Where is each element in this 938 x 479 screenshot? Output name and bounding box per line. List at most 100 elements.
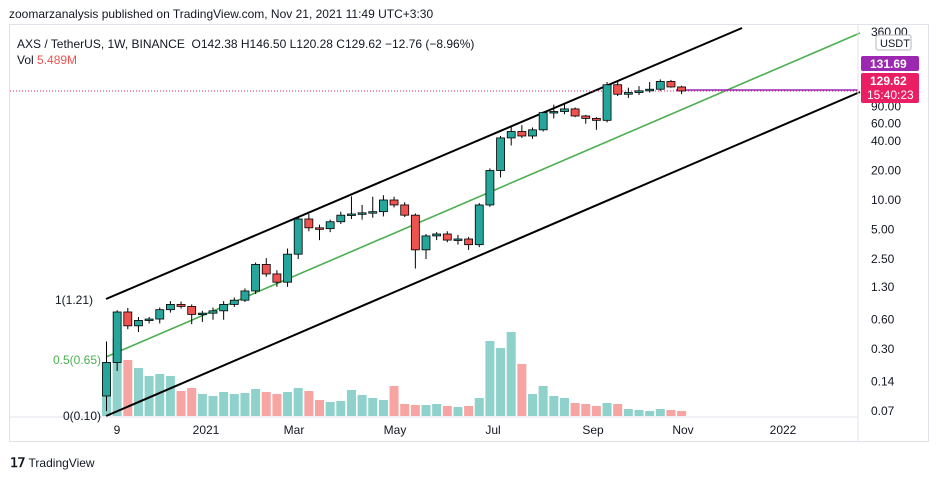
- candle-body: [506, 131, 516, 139]
- candle-body: [251, 264, 261, 292]
- price-tick-label: 20.00: [871, 163, 901, 177]
- volume-bar: [528, 394, 537, 416]
- candle-body: [560, 108, 569, 112]
- footer: 𝟣𝟩 TradingView: [10, 455, 95, 471]
- candle-body: [240, 290, 250, 301]
- candle-body: [389, 199, 399, 206]
- candle: [421, 233, 431, 260]
- candle-body: [645, 88, 655, 92]
- time-tick-label: Sep: [582, 423, 604, 437]
- candle: [570, 107, 580, 118]
- candle: [645, 81, 655, 93]
- candle: [229, 297, 239, 307]
- candle: [368, 196, 378, 218]
- volume-bar: [623, 409, 633, 416]
- volume-bar: [123, 360, 133, 416]
- footer-brand[interactable]: TradingView: [28, 456, 95, 470]
- candle: [102, 341, 111, 412]
- time-tick-label: Nov: [672, 423, 693, 437]
- current-price-label: 129.62: [870, 74, 907, 88]
- volume-bar: [613, 404, 623, 416]
- volume-bar: [666, 410, 676, 416]
- price-tick-label: 0.60: [871, 313, 895, 327]
- candle-body: [187, 306, 197, 315]
- candle-body: [602, 84, 612, 121]
- candle: [485, 168, 495, 207]
- candle-body: [336, 214, 346, 223]
- chart-frame: [9, 24, 929, 442]
- volume-bar: [197, 394, 207, 416]
- candle: [581, 114, 591, 124]
- candle: [506, 125, 516, 146]
- attribution-line: zoomarzanalysis published on TradingView…: [9, 7, 434, 21]
- symbol-title: AXS / TetherUS, 1W, BINANCE: [17, 37, 185, 51]
- candle: [357, 204, 367, 220]
- candle-body: [112, 311, 122, 363]
- volume-bars: [102, 332, 687, 416]
- volume-bar: [506, 332, 516, 416]
- candle: [144, 316, 154, 324]
- volume-bar: [357, 395, 367, 416]
- price-tick-label: 0.07: [871, 404, 895, 418]
- volume-bar: [187, 388, 197, 416]
- price-tick-label: 2.50: [871, 252, 895, 266]
- candle: [517, 125, 527, 138]
- volume-bar: [176, 391, 186, 416]
- volume-bar: [570, 403, 580, 416]
- candle-body: [666, 81, 676, 88]
- volume-bar: [378, 400, 388, 416]
- volume-bar: [112, 338, 122, 416]
- volume-bar: [389, 386, 399, 416]
- volume-bar: [485, 341, 495, 416]
- fib-level-label: 1(1.21): [55, 293, 93, 307]
- time-axis: 9 2021 Mar May Jul Sep Nov 2022: [10, 416, 858, 437]
- currency-badge-label: USDT: [880, 38, 910, 50]
- candle: [283, 248, 292, 287]
- time-tick-label: 9: [114, 423, 121, 437]
- volume-bar: [155, 374, 165, 416]
- vol-label: Vol: [17, 53, 34, 67]
- candle: [112, 310, 122, 371]
- fib-level-label: 0(0.10): [63, 409, 101, 423]
- volume-bar: [304, 391, 314, 416]
- candle-body: [208, 310, 218, 314]
- candle: [613, 80, 623, 97]
- channel-mid-line: [105, 32, 861, 358]
- candle: [634, 86, 644, 95]
- volume-bar: [368, 398, 378, 416]
- volume-bar: [400, 404, 410, 416]
- currency-badge: [875, 34, 912, 51]
- candle-body: [517, 131, 527, 137]
- candle-body: [442, 233, 452, 241]
- time-tick-label: May: [384, 423, 407, 437]
- candle: [197, 310, 207, 322]
- candle: [442, 231, 452, 243]
- candle-body: [315, 227, 324, 230]
- candle-body: [378, 199, 388, 213]
- candle-body: [474, 204, 484, 246]
- volume-bar: [219, 392, 229, 416]
- candle-body: [496, 137, 505, 171]
- volume-bar: [272, 394, 282, 416]
- candle-body: [134, 320, 143, 327]
- price-axis: 360.0090.0060.0040.0020.0010.005.002.501…: [857, 24, 912, 441]
- candle: [528, 127, 537, 139]
- volume-bar: [442, 406, 452, 416]
- volume-bar: [144, 376, 154, 416]
- volume-bar: [325, 402, 335, 416]
- volume-bar: [293, 388, 303, 416]
- channel-upper-line: [105, 27, 743, 300]
- volume-bar: [240, 393, 250, 416]
- candle: [592, 117, 601, 130]
- candle: [347, 196, 356, 219]
- candle-body: [229, 299, 239, 305]
- candle: [336, 211, 346, 224]
- candle-body: [197, 312, 207, 316]
- candle-body: [304, 218, 314, 229]
- volume-bar: [421, 405, 431, 416]
- current-price-tag: [861, 73, 919, 103]
- candle-body: [165, 304, 175, 311]
- candle: [410, 213, 420, 269]
- volume-bar: [133, 368, 143, 416]
